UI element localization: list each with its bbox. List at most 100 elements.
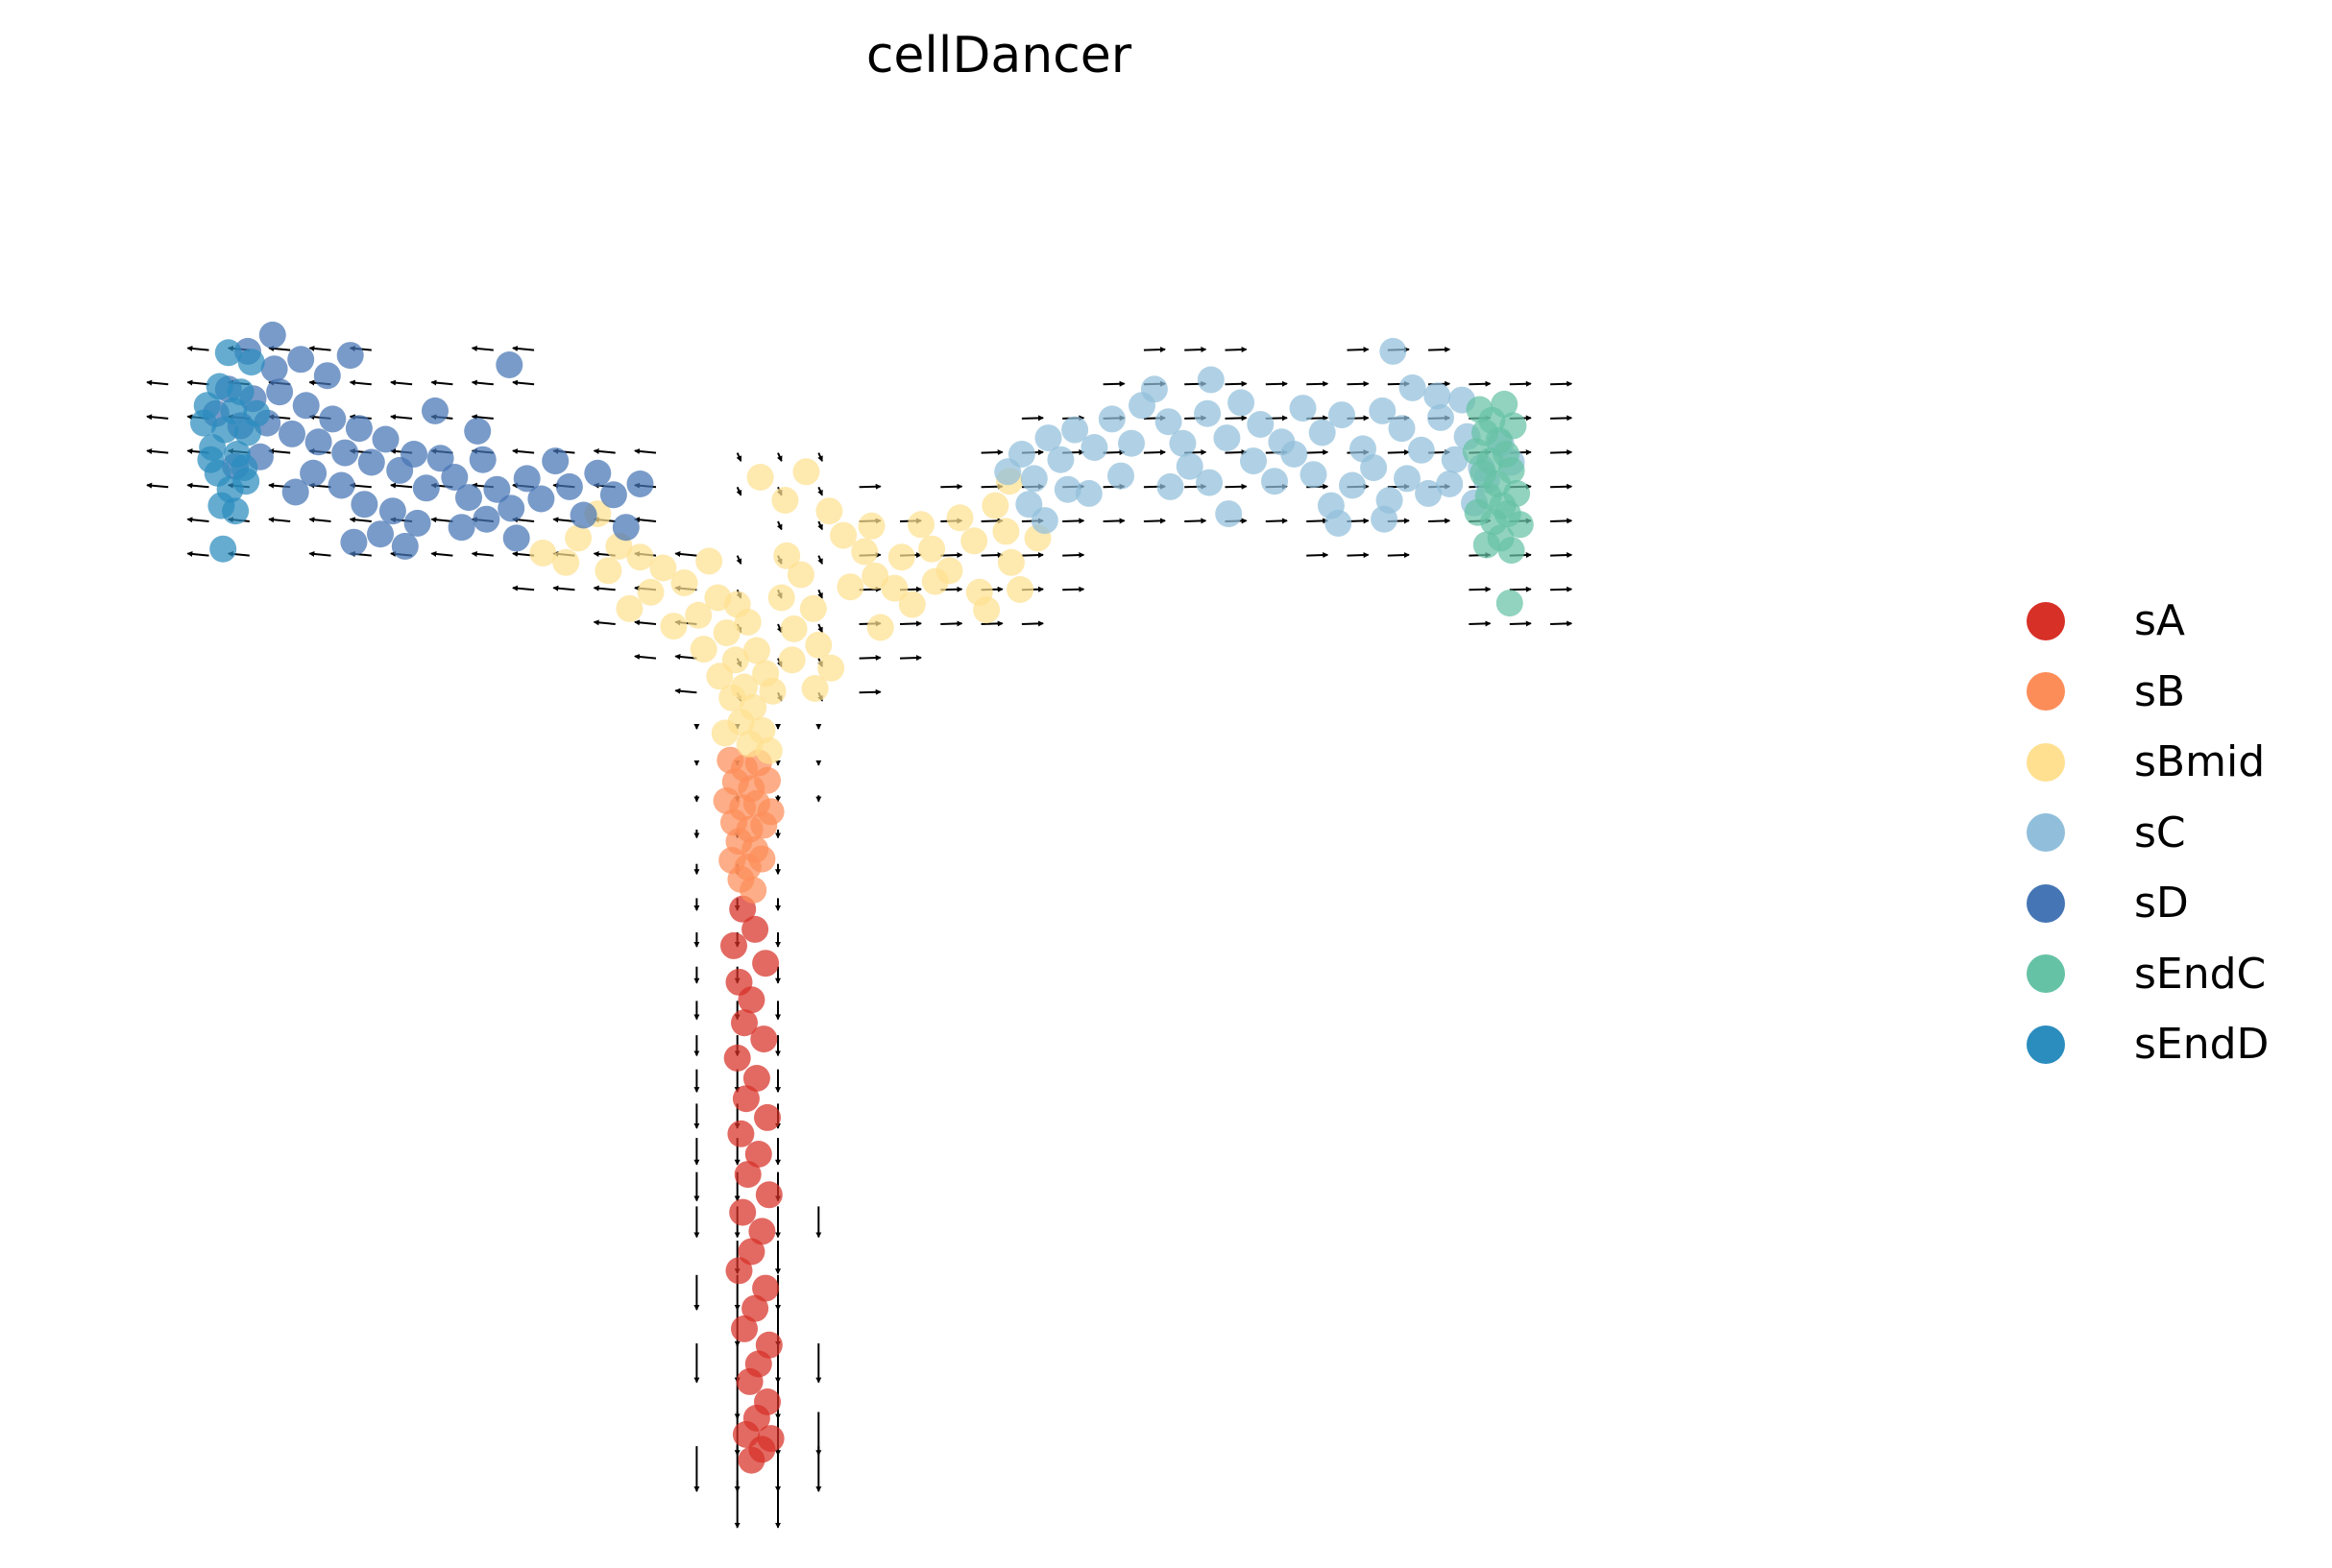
point-sC [1169,429,1197,457]
point-sBmid [815,497,843,525]
point-sD [448,514,475,542]
point-sA [725,1257,753,1285]
point-sD [319,405,347,433]
velocity-arrow [1387,552,1410,559]
point-sEndD [243,399,271,427]
point-sC [1213,424,1241,452]
velocity-arrow [859,483,882,490]
velocity-arrow [674,550,697,557]
point-sD [328,471,355,499]
point-sD [336,342,364,370]
point-sC [1240,447,1267,475]
point-sEndC [1506,511,1534,539]
legend-item-sD: sD [2027,868,2269,939]
point-sC [1369,397,1397,424]
velocity-arrow [634,653,657,660]
legend-swatch [2027,883,2065,923]
velocity-arrow [512,585,535,591]
velocity-arrow [308,517,331,523]
point-sA [723,1044,751,1072]
point-sC [1436,470,1464,497]
velocity-arrow [146,379,169,386]
velocity-arrow [186,379,209,386]
point-sD [367,520,394,548]
point-sEndD [206,373,233,400]
point-sC [1215,500,1243,528]
velocity-arrow [593,585,616,591]
point-sBmid [713,619,741,647]
point-sEndC [1495,590,1523,617]
point-sBmid [670,569,698,596]
point-sD [464,418,492,445]
velocity-arrow [1428,518,1451,524]
velocity-arrow [512,379,535,386]
velocity-arrow [1306,518,1329,524]
point-sBmid [718,684,746,712]
legend-label: sEndD [2134,1020,2270,1070]
legend-swatch [2027,601,2065,640]
point-sC [1061,416,1089,444]
point-sBmid [866,614,894,641]
velocity-arrow [1265,380,1288,387]
point-sD [542,447,570,475]
velocity-arrow [471,550,494,557]
point-sD [357,448,385,476]
point-sBmid [960,527,988,555]
point-sA [748,1218,776,1245]
point-sBmid [637,578,665,606]
velocity-arrow [390,482,413,489]
velocity-arrow [1265,518,1288,524]
point-sBmid [695,547,723,575]
legend-label: sB [2134,666,2186,716]
velocity-arrow [674,653,697,660]
point-sC [1280,441,1308,468]
point-sD [570,501,597,529]
legend-swatch [2027,672,2065,712]
velocity-arrow [1021,620,1044,627]
velocity-arrow [1225,380,1248,387]
velocity-arrow [146,447,169,454]
velocity-arrow [736,452,742,463]
point-sD [340,528,368,556]
point-sBmid [626,543,654,571]
point-sB [740,877,767,904]
point-sD [422,397,449,424]
point-sD [281,478,309,506]
point-sBmid [706,663,734,690]
velocity-arrow [634,517,657,523]
velocity-arrow [817,555,823,566]
velocity-arrow [1509,380,1532,387]
velocity-arrow [1021,552,1044,559]
point-sC [1047,446,1075,473]
legend: sA sB sBmid sC sD sEndC sEndD [2027,586,2269,1080]
point-sC [1194,399,1222,427]
point-sEndC [1491,390,1518,418]
velocity-arrow [1347,552,1370,559]
velocity-arrow [552,517,575,523]
point-sBmid [552,548,580,576]
legend-item-sEndC: sEndC [2027,939,2269,1010]
point-sC [1407,436,1435,464]
legend-label: sBmid [2134,737,2266,787]
point-sA [720,931,747,959]
point-sBmid [792,458,820,486]
point-sA [738,1446,765,1474]
velocity-arrow [1509,586,1532,592]
point-sBmid [660,613,688,640]
velocity-arrow [430,517,453,523]
velocity-arrow [186,517,209,523]
point-sB [754,766,781,794]
legend-item-sC: sC [2027,798,2269,869]
velocity-arrow [1387,449,1410,456]
point-sBmid [685,601,713,629]
point-sC [1075,479,1103,507]
velocity-arrow [512,447,535,454]
point-sC [1371,505,1398,533]
point-sBmid [565,524,593,552]
point-sEndD [237,349,265,376]
point-sBmid [862,562,889,590]
point-sD [266,378,294,406]
velocity-arrow [736,555,742,566]
point-sBmid [837,573,864,601]
point-sBmid [887,543,915,571]
